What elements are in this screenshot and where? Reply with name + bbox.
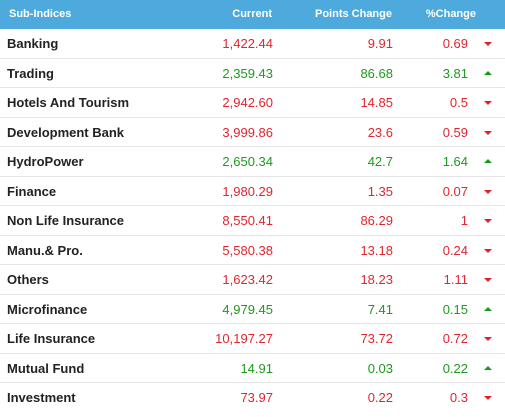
- table-row[interactable]: Life Insurance 10,197.27 73.72 0.72: [0, 324, 505, 354]
- table-row[interactable]: Mutual Fund 14.91 0.03 0.22: [0, 354, 505, 383]
- points-change-value: 0.22: [367, 390, 393, 405]
- arrow-down-icon: [484, 101, 492, 105]
- sub-index-name: Investment: [7, 390, 76, 405]
- table-row[interactable]: Finance 1,980.29 1.35 0.07: [0, 177, 505, 206]
- sub-index-name: Mutual Fund: [7, 360, 85, 376]
- current-value: 3,999.86: [222, 124, 273, 140]
- sub-index-name: Banking: [7, 36, 59, 51]
- header-points-change[interactable]: Points Change: [314, 8, 392, 20]
- table-row[interactable]: Non Life Insurance 8,550.41 86.29 1: [0, 206, 505, 236]
- arrow-down-icon: [484, 248, 492, 253]
- arrow-down-icon: [484, 42, 492, 46]
- pct-change-value: 0.59: [442, 124, 468, 140]
- pct-change-value: 0.72: [442, 331, 468, 346]
- current-value: 2,650.34: [222, 154, 273, 169]
- arrow-down-icon: [484, 396, 492, 400]
- arrow-up-icon: [484, 159, 492, 163]
- table-header: Sub-Indices Current Points Change %Chang…: [0, 0, 505, 29]
- arrow-down-icon: [484, 130, 492, 135]
- sub-index-name: Trading: [7, 65, 54, 81]
- current-value: 73.97: [240, 390, 273, 405]
- sub-index-name: Microfinance: [7, 301, 88, 317]
- points-change-value: 73.72: [360, 331, 393, 346]
- table-row[interactable]: Microfinance 4,979.45 7.41 0.15: [0, 295, 505, 324]
- points-change-value: 86.68: [360, 65, 393, 81]
- arrow-up-icon: [484, 365, 492, 370]
- current-value: 1,422.44: [222, 36, 273, 51]
- table-row[interactable]: Banking 1,422.44 9.91 0.69: [0, 29, 505, 59]
- current-value: 2,942.60: [222, 95, 273, 110]
- table-row[interactable]: Investment 73.97 0.22 0.3: [0, 383, 505, 413]
- pct-change-value: 3.81: [442, 65, 468, 81]
- points-change-value: 18.23: [360, 272, 393, 287]
- pct-change-value: 0.07: [442, 183, 468, 199]
- sub-index-name: Life Insurance: [7, 331, 96, 346]
- arrow-down-icon: [484, 337, 492, 341]
- arrow-down-icon: [484, 278, 492, 282]
- pct-change-value: 0.3: [449, 390, 468, 405]
- sub-index-name: Hotels And Tourism: [7, 95, 130, 110]
- points-change-value: 13.18: [360, 242, 393, 258]
- table-row[interactable]: Development Bank 3,999.86 23.6 0.59: [0, 118, 505, 147]
- pct-change-value: 0.69: [442, 36, 468, 51]
- header-current[interactable]: Current: [232, 8, 272, 20]
- pct-change-value: 0.22: [442, 360, 468, 376]
- current-value: 10,197.27: [215, 331, 273, 346]
- arrow-up-icon: [484, 306, 492, 311]
- points-change-value: 14.85: [360, 95, 393, 110]
- pct-change-value: 1: [460, 213, 468, 228]
- sub-index-name: Others: [7, 272, 49, 287]
- sub-index-name: Finance: [7, 183, 57, 199]
- points-change-value: 86.29: [360, 213, 393, 228]
- pct-change-value: 1.11: [443, 272, 468, 287]
- table-row[interactable]: Trading 2,359.43 86.68 3.81: [0, 59, 505, 88]
- sub-index-name: Manu.& Pro.: [7, 242, 83, 258]
- sub-index-name: HydroPower: [7, 154, 84, 169]
- pct-change-value: 0.5: [449, 95, 468, 110]
- sub-index-name: Development Bank: [7, 124, 125, 140]
- arrow-down-icon: [484, 219, 492, 223]
- pct-change-value: 0.15: [442, 301, 468, 317]
- current-value: 1,623.42: [222, 272, 273, 287]
- sub-index-name: Non Life Insurance: [7, 213, 125, 228]
- table-body: Banking 1,422.44 9.91 0.69 Trading 2,359…: [0, 29, 505, 413]
- table-row[interactable]: HydroPower 2,650.34 42.7 1.64: [0, 147, 505, 177]
- points-change-value: 9.91: [367, 36, 393, 51]
- table-row[interactable]: Hotels And Tourism 2,942.60 14.85 0.5: [0, 88, 505, 118]
- arrow-up-icon: [484, 70, 492, 75]
- current-value: 4,979.45: [222, 301, 273, 317]
- current-value: 14.91: [240, 360, 273, 376]
- arrow-down-icon: [484, 189, 492, 194]
- current-value: 1,980.29: [222, 183, 273, 199]
- points-change-value: 7.41: [367, 301, 393, 317]
- points-change-value: 1.35: [367, 183, 393, 199]
- header-pct-change[interactable]: %Change: [425, 8, 476, 20]
- pct-change-value: 1.64: [442, 154, 468, 169]
- header-sub-indices[interactable]: Sub-Indices: [9, 8, 72, 20]
- current-value: 5,580.38: [222, 242, 273, 258]
- table-row[interactable]: Others 1,623.42 18.23 1.11: [0, 265, 505, 295]
- points-change-value: 0.03: [367, 360, 393, 376]
- points-change-value: 23.6: [367, 124, 393, 140]
- current-value: 8,550.41: [222, 213, 273, 228]
- current-value: 2,359.43: [222, 65, 273, 81]
- pct-change-value: 0.24: [442, 242, 468, 258]
- table-row[interactable]: Manu.& Pro. 5,580.38 13.18 0.24: [0, 236, 505, 265]
- points-change-value: 42.7: [367, 154, 393, 169]
